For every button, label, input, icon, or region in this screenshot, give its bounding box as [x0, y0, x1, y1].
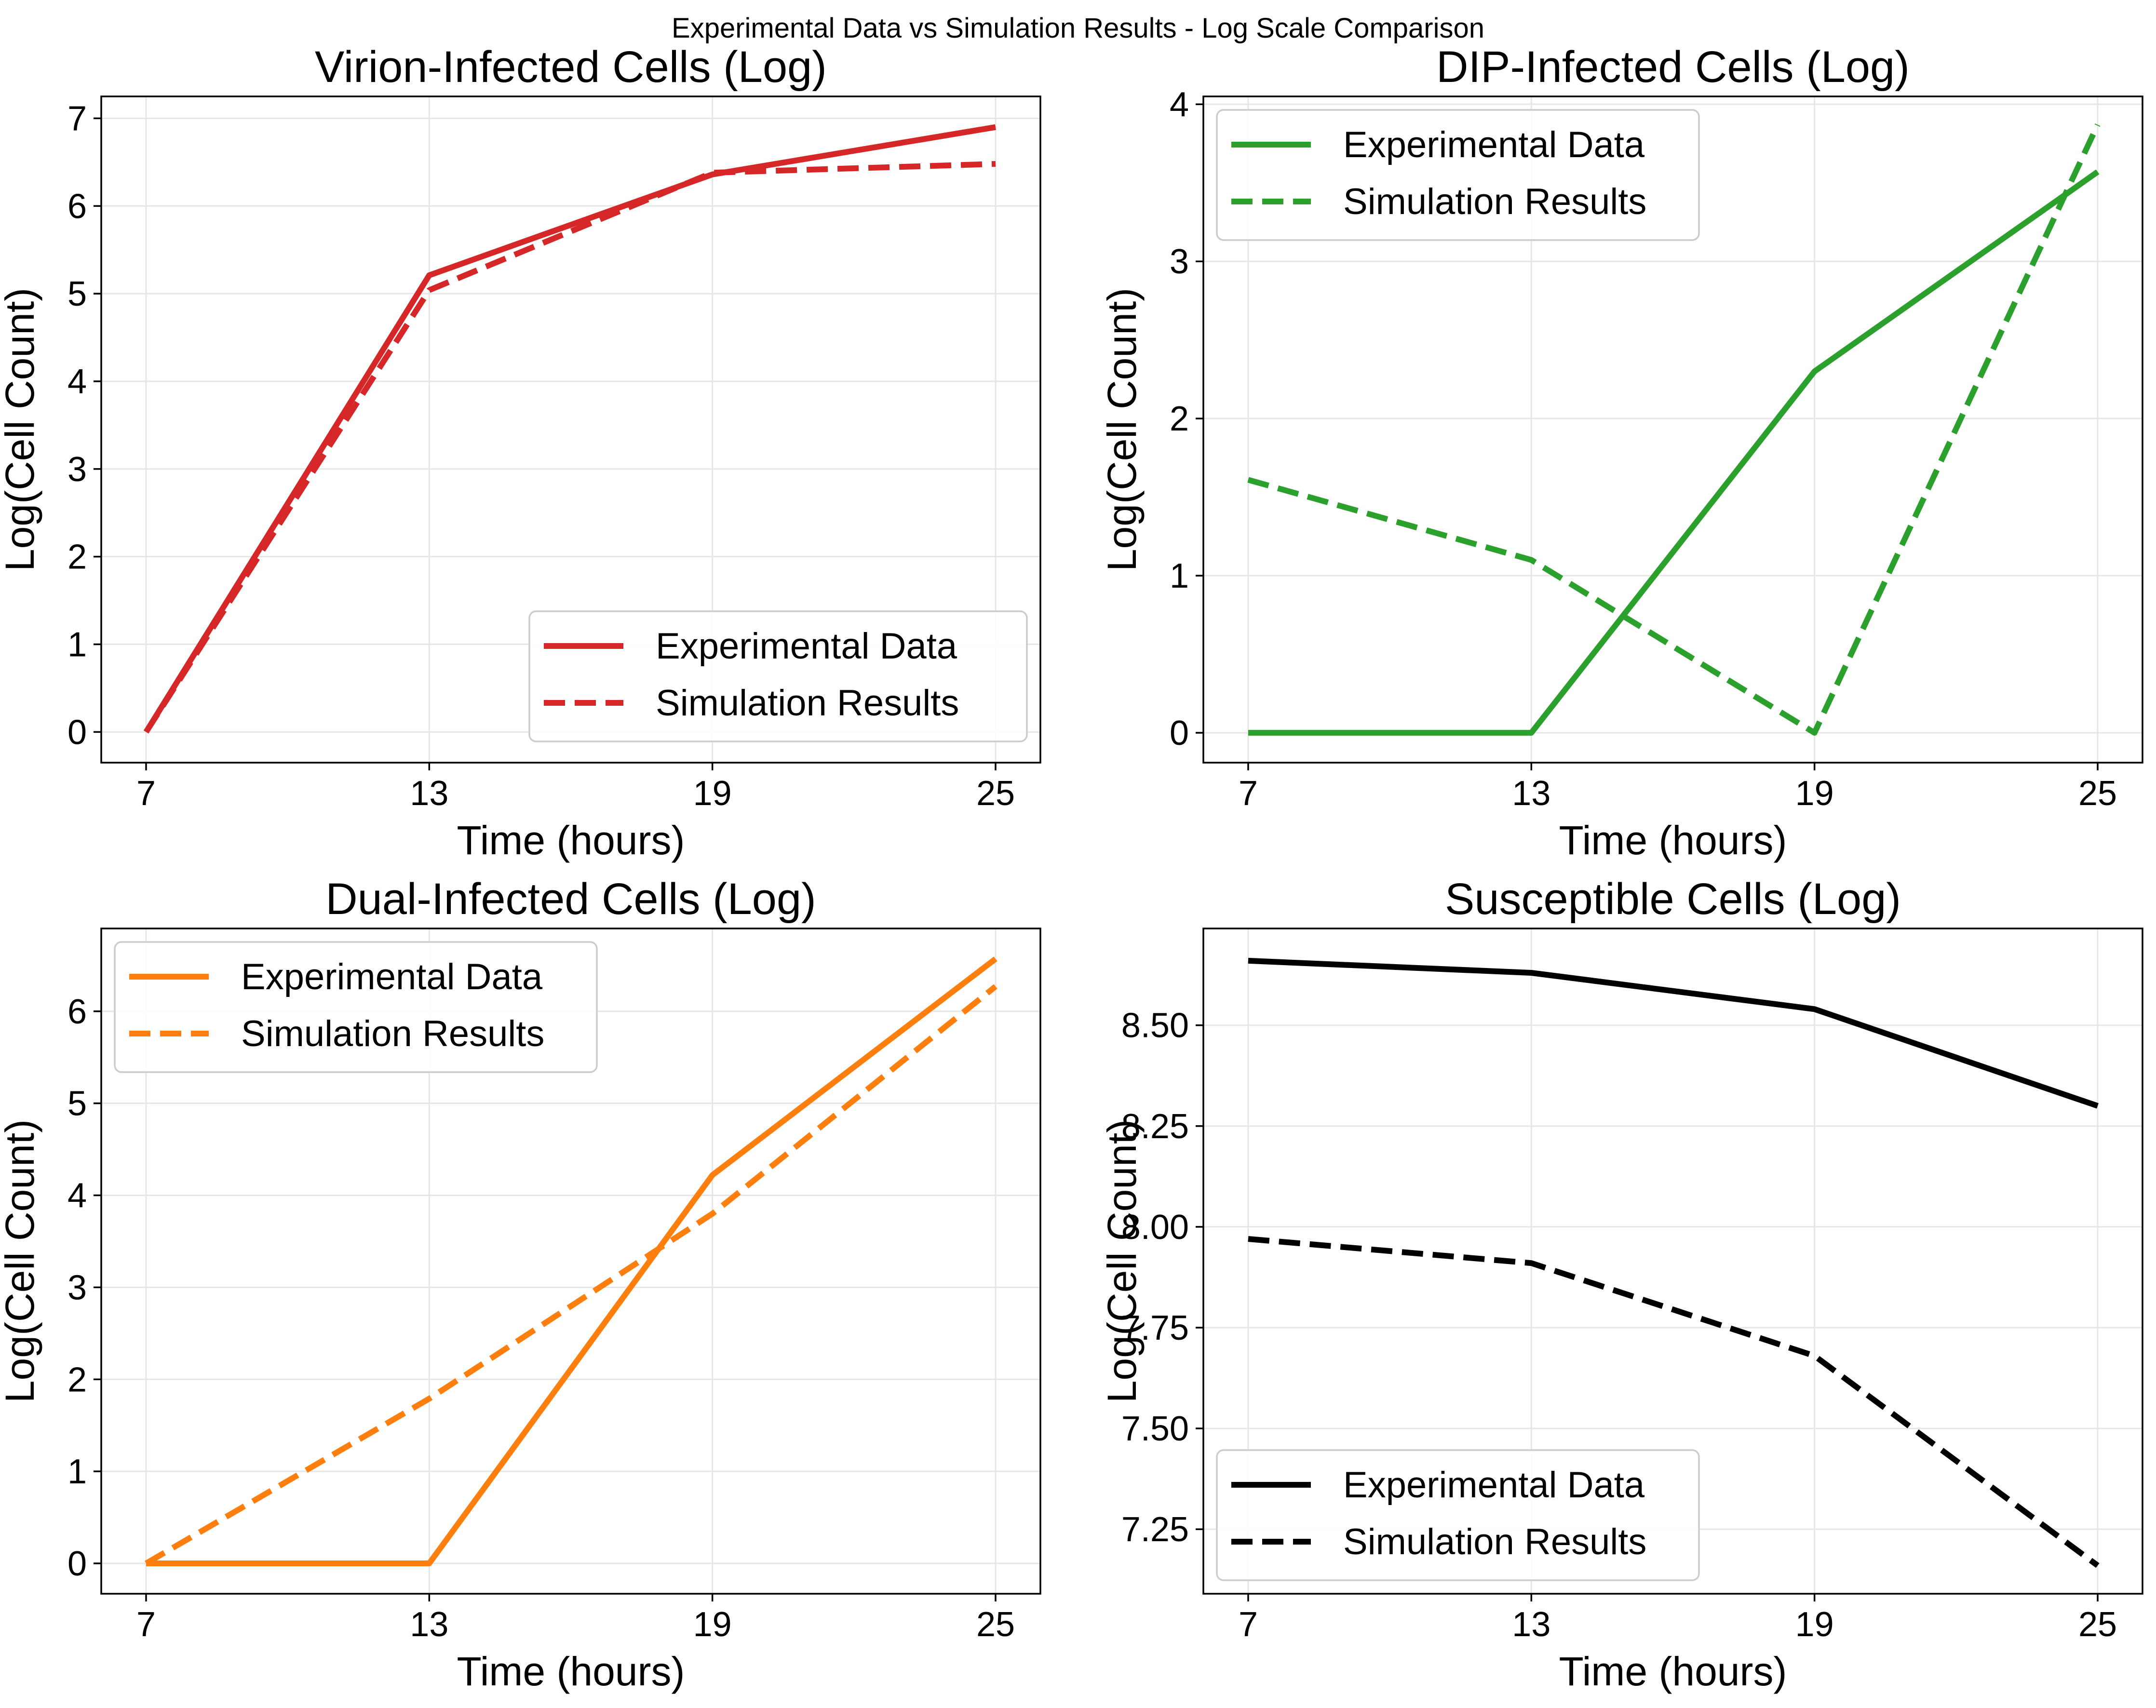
legend: Experimental Data Simulation Results [528, 610, 1028, 742]
legend-entry-label: Experimental Data [1343, 1465, 1645, 1506]
y-tick-label: 8.00 [1121, 1208, 1189, 1247]
series-line-simulation [1247, 123, 2101, 736]
x-tick-label: 7 [1239, 774, 1258, 813]
legend-box [1216, 109, 1700, 241]
axes-frame [1202, 95, 2143, 764]
x-tick-label: 7 [136, 1605, 156, 1644]
y-tick-label: 2 [67, 538, 87, 577]
y-tick-label: 1 [1170, 557, 1189, 595]
legend-box [1216, 1449, 1700, 1581]
legend-entry-label: Simulation Results [656, 683, 959, 724]
y-tick-label: 7.25 [1121, 1510, 1189, 1549]
y-axis-label: Log(Cell Count) [0, 1119, 42, 1403]
y-tick-label: 4 [67, 363, 87, 401]
x-tick-label: 7 [1239, 1605, 1258, 1644]
x-tick-label: 25 [2078, 774, 2117, 813]
y-tick-label: 7 [67, 99, 87, 138]
y-tick-label: 6 [67, 993, 87, 1031]
legend: Experimental Data Simulation Results [1216, 1449, 1700, 1581]
x-axis-label: Time (hours) [457, 1649, 685, 1694]
y-tick-label: 7.75 [1121, 1309, 1189, 1347]
y-tick-label: 1 [67, 1452, 87, 1491]
series-line-experimental [143, 124, 996, 734]
x-tick-label: 13 [1512, 1605, 1550, 1644]
y-axis-label: Log(Cell Count) [1099, 1119, 1145, 1403]
x-tick-label: 25 [976, 774, 1015, 813]
series-line-simulation [144, 984, 997, 1566]
legend-entry-label: Experimental Data [241, 956, 543, 997]
series-line-experimental [146, 956, 997, 1567]
x-tick-label: 13 [410, 774, 448, 813]
chart-panel-4: 7 13 19 25 7.25 7.50 7.75 8.00 8.25 8.50 Susceptib… [1099, 874, 2143, 1694]
y-tick-label: 8.25 [1121, 1107, 1189, 1146]
x-tick-label: 25 [2078, 1605, 2117, 1644]
series-line-experimental [1248, 169, 2100, 736]
y-axis-label: Log(Cell Count) [1099, 288, 1145, 571]
x-tick-label: 19 [693, 774, 732, 813]
chart-panel-1: 7 13 19 25 0 1 2 3 4 5 6 7 Virion-Infected Cells (Lo… [0, 42, 1041, 863]
chart-panel-2: 7 13 19 25 0 1 2 3 4 DIP-Infected Cells (Log) Time… [1099, 42, 2143, 863]
y-tick-label: 3 [67, 1268, 87, 1307]
x-axis-label: Time (hours) [1559, 818, 1787, 863]
y-tick-label: 3 [67, 450, 87, 489]
legend-entry-label: Simulation Results [1343, 1521, 1646, 1562]
axes-frame [100, 928, 1041, 1595]
series-line-simulation [1248, 1236, 2100, 1568]
y-tick-label: 2 [67, 1360, 87, 1399]
legend-entry-label: Experimental Data [1343, 124, 1645, 165]
y-tick-label: 6 [67, 187, 87, 226]
y-tick-label: 5 [67, 1085, 87, 1123]
y-tick-label: 0 [67, 713, 87, 752]
series-line-simulation [143, 161, 996, 734]
legend-entry-label: Simulation Results [1343, 181, 1646, 222]
x-tick-label: 25 [976, 1605, 1015, 1644]
x-tick-label: 19 [693, 1605, 732, 1644]
y-tick-label: 1 [67, 626, 87, 664]
legend-entry-label: Simulation Results [241, 1013, 544, 1054]
x-axis-label: Time (hours) [1559, 1649, 1787, 1694]
chart-title: DIP-Infected Cells (Log) [1436, 42, 1910, 92]
figure-suptitle: Experimental Data vs Simulation Results … [672, 13, 1484, 44]
y-tick-label: 7.50 [1121, 1410, 1189, 1448]
chart-title: Dual-Infected Cells (Log) [325, 874, 816, 924]
legend-entry-label: Experimental Data [656, 626, 957, 667]
y-tick-label: 3 [1170, 242, 1189, 281]
y-tick-label: 0 [67, 1545, 87, 1583]
x-tick-label: 19 [1795, 774, 1834, 813]
x-tick-label: 13 [410, 1605, 448, 1644]
x-tick-label: 19 [1795, 1605, 1834, 1644]
x-axis-label: Time (hours) [457, 818, 685, 863]
axes-frame [100, 95, 1041, 764]
y-tick-label: 2 [1170, 400, 1189, 438]
chart-panel-3: 7 13 19 25 0 1 2 3 4 5 6 Dual-Infected Cells (Log) T… [0, 874, 1041, 1694]
y-axis-label: Log(Cell Count) [0, 288, 42, 571]
legend: Experimental Data Simulation Results [1216, 109, 1700, 241]
y-tick-label: 5 [67, 275, 87, 313]
y-tick-label: 4 [1170, 85, 1189, 124]
series-line-experimental [1248, 957, 2099, 1109]
legend-box [528, 610, 1028, 742]
chart-title: Susceptible Cells (Log) [1445, 874, 1901, 924]
axes-frame [1202, 928, 2143, 1595]
x-tick-label: 7 [136, 774, 156, 813]
legend-box [114, 941, 598, 1073]
chart-title: Virion-Infected Cells (Log) [315, 42, 827, 92]
y-tick-label: 4 [67, 1177, 87, 1215]
x-tick-label: 13 [1512, 774, 1550, 813]
legend: Experimental Data Simulation Results [114, 941, 598, 1073]
y-tick-label: 0 [1170, 714, 1189, 753]
y-tick-label: 8.50 [1121, 1007, 1189, 1045]
